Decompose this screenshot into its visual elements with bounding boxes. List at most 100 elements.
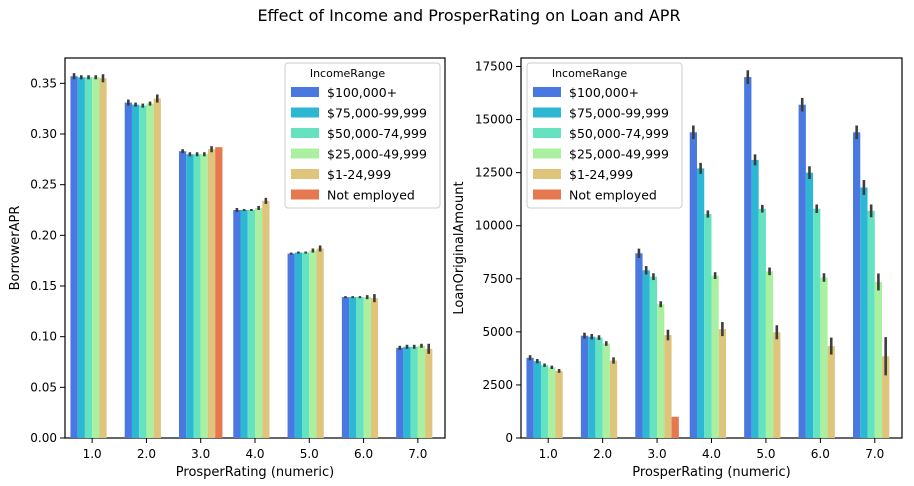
loan-legend: IncomeRange $100,000+ $75,000-99,999 $50,00… xyxy=(526,62,683,209)
loan-legend-label-s1k: $1-24,999 xyxy=(569,167,633,182)
loan-ytick: 2500 xyxy=(482,378,521,392)
loan-bar-s75k-6.0 xyxy=(805,172,814,438)
apr-bar-s25k-4.0 xyxy=(255,207,263,438)
apr-bar-s25k-7.0 xyxy=(417,345,426,438)
loan-bar-s25k-1.0 xyxy=(548,367,556,438)
apr-ytick-label: 0.25 xyxy=(30,178,57,192)
loan-bar-s1k-4.0 xyxy=(718,329,727,438)
loan-bar-s50k-4.0 xyxy=(704,214,712,438)
loan-bar-s100k-5.0 xyxy=(744,77,752,439)
apr-bar-s1k-3.0 xyxy=(207,149,216,438)
loan-bar-s75k-3.0 xyxy=(642,270,650,438)
loan-xtick: 2.0 xyxy=(593,438,612,461)
loan-bar-s50k-6.0 xyxy=(813,208,821,438)
loan-xlabel: ProsperRating (numeric) xyxy=(632,465,790,480)
apr-legend-label-s100k: $100,000+ xyxy=(327,85,397,100)
apr-legend-label-s50k: $50,000-74,999 xyxy=(327,126,427,141)
loan-legend-label-s100k: $100,000+ xyxy=(569,85,639,100)
loan-legend-swatch-s75k xyxy=(533,107,561,118)
loan-bar-s100k-6.0 xyxy=(798,104,806,438)
apr-ytick-label: 0.15 xyxy=(30,279,57,293)
apr-legend-swatch-s25k xyxy=(291,148,319,159)
apr-bar-s100k-1.0 xyxy=(70,76,78,439)
loan-ytick-label: 7500 xyxy=(482,272,513,286)
loan-bar-s1k-5.0 xyxy=(773,332,781,438)
apr-legend: IncomeRange $100,000+ $75,000-99,999 $50,00… xyxy=(284,62,441,209)
apr-ytick-label: 0.10 xyxy=(30,330,57,344)
apr-legend-swatch-s1k xyxy=(291,169,319,179)
loan-bar-s100k-7.0 xyxy=(853,132,861,438)
loan-ytick-label: 10000 xyxy=(475,219,513,233)
apr-xtick-label: 6.0 xyxy=(354,447,373,461)
apr-xtick-label: 3.0 xyxy=(191,447,210,461)
loan-legend-swatch-s50k xyxy=(533,128,561,138)
loan-legend-swatch-snotemployed xyxy=(533,189,561,200)
apr-legend-title: IncomeRange xyxy=(310,67,386,80)
apr-xtick: 1.0 xyxy=(83,438,102,461)
apr-xtick-label: 5.0 xyxy=(300,447,319,461)
loan-xtick: 7.0 xyxy=(865,438,884,461)
loan-bar-s75k-2.0 xyxy=(588,336,596,438)
loan-xtick-label: 2.0 xyxy=(593,447,612,461)
apr-xtick-label: 1.0 xyxy=(83,447,102,461)
apr-legend-swatch-s50k xyxy=(291,128,319,138)
loan-legend-label-s75k: $75,000-99,999 xyxy=(569,106,669,121)
apr-ytick-label: 0.30 xyxy=(30,127,57,141)
loan-xtick-label: 1.0 xyxy=(539,447,558,461)
apr-bar-s1k-1.0 xyxy=(99,78,107,439)
loan-bar-s100k-2.0 xyxy=(580,335,589,438)
loan-legend-label-s25k: $25,000-49,999 xyxy=(569,147,669,162)
loan-xtick-label: 4.0 xyxy=(702,447,721,461)
apr-legend-swatch-snotemployed xyxy=(291,189,319,200)
loan-ylabel: LoanOriginalAmount xyxy=(452,181,467,314)
apr-bar-s50k-7.0 xyxy=(410,346,418,438)
loan-bar-s75k-1.0 xyxy=(533,361,541,438)
apr-xtick: 2.0 xyxy=(137,438,156,461)
loan-xtick: 3.0 xyxy=(648,438,667,461)
loan-ytick: 10000 xyxy=(475,219,521,233)
apr-bar-s1k-5.0 xyxy=(316,248,324,438)
apr-ytick: 0.35 xyxy=(30,76,65,90)
apr-ytick-label: 0.35 xyxy=(30,76,57,90)
apr-chart: 0.00 0.05 0.10 0.15 0.20 0.25 0.30 0.35 1.0 2.0 3.… xyxy=(8,57,446,480)
loan-legend-swatch-s100k xyxy=(533,87,561,97)
loan-bar-s50k-1.0 xyxy=(540,365,549,438)
loan-bar-s25k-2.0 xyxy=(602,343,610,438)
loan-bar-s1k-1.0 xyxy=(555,370,563,438)
loan-xtick: 6.0 xyxy=(811,438,830,461)
apr-ytick-label: 0.05 xyxy=(30,380,57,394)
apr-ylabel: BorrowerAPR xyxy=(8,206,23,291)
apr-bar-s75k-2.0 xyxy=(131,104,140,438)
loan-bar-s50k-2.0 xyxy=(595,337,603,438)
loan-ytick: 12500 xyxy=(475,166,521,180)
apr-bar-s25k-5.0 xyxy=(309,250,317,438)
apr-xtick: 7.0 xyxy=(408,438,427,461)
apr-xlabel: ProsperRating (numeric) xyxy=(176,465,334,480)
apr-bar-s100k-6.0 xyxy=(341,297,350,438)
apr-legend-label-snotemployed: Not employed xyxy=(327,188,415,203)
apr-xtick: 6.0 xyxy=(354,438,373,461)
loan-ytick: 15000 xyxy=(475,113,521,127)
apr-ytick-label: 0.20 xyxy=(30,228,57,242)
apr-bar-s50k-6.0 xyxy=(356,297,364,438)
loan-amount-chart: 0 2500 5000 7500 10000 12500 15000 17500 1.0 2.0 3… xyxy=(452,57,903,480)
apr-bar-s50k-4.0 xyxy=(247,210,255,438)
loan-legend-label-snotemployed: Not employed xyxy=(569,188,657,203)
loan-ytick-label: 12500 xyxy=(475,166,513,180)
loan-xtick: 1.0 xyxy=(539,438,558,461)
apr-bar-s25k-2.0 xyxy=(146,103,154,438)
apr-xtick-label: 2.0 xyxy=(137,447,156,461)
loan-bar-s25k-5.0 xyxy=(765,271,774,438)
apr-xtick: 3.0 xyxy=(191,438,210,461)
loan-xtick-label: 6.0 xyxy=(811,447,830,461)
loan-ytick-label: 2500 xyxy=(482,378,513,392)
loan-bar-s100k-4.0 xyxy=(689,132,697,438)
apr-legend-label-s25k: $25,000-49,999 xyxy=(327,147,427,162)
loan-legend-box xyxy=(526,62,683,209)
loan-bar-s25k-6.0 xyxy=(820,277,828,438)
apr-bar-s75k-5.0 xyxy=(294,252,303,438)
apr-bar-s100k-4.0 xyxy=(233,210,241,438)
apr-ytick: 0.05 xyxy=(30,380,65,394)
loan-bar-s1k-2.0 xyxy=(609,360,618,438)
